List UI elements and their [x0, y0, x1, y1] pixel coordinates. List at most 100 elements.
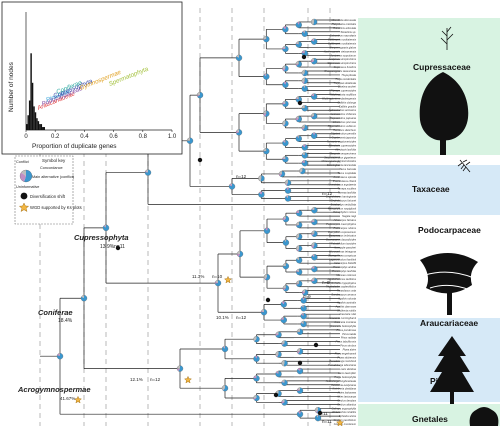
- pie-outline: [144, 169, 152, 176]
- node-pie: [263, 110, 270, 117]
- node-pie: [282, 285, 290, 292]
- pie-slice: [296, 245, 300, 251]
- node-pie: [301, 77, 308, 84]
- node-pie: [311, 38, 318, 45]
- node-pie: [263, 274, 271, 281]
- taxon-label: Microbiota decussata: [331, 18, 356, 22]
- cupressophyta-label: Cupressophyta: [74, 233, 129, 242]
- pie-slice: [296, 280, 300, 284]
- pie-slice: [298, 210, 300, 214]
- pie-outline: [102, 224, 110, 231]
- node-pie: [263, 35, 270, 43]
- pie-outline: [282, 239, 290, 246]
- pie-slice: [296, 233, 300, 239]
- pie-slice: [301, 50, 308, 57]
- taxon-label: Lagarostrobos franklinii: [329, 257, 356, 261]
- pie-slice: [298, 411, 301, 415]
- node-pie: [235, 129, 243, 136]
- node-pie: [311, 242, 318, 249]
- pie-slice: [296, 283, 300, 285]
- taxon-label: Keteleeria davidiana: [332, 387, 356, 391]
- pie-slice: [222, 385, 229, 392]
- pie-outline: [282, 285, 290, 292]
- pie-outline: [295, 233, 303, 240]
- family-cupressaceae: Cupressaceae: [413, 62, 471, 72]
- pie-slice: [282, 123, 286, 126]
- pie-slice: [296, 351, 300, 354]
- pie-slice: [303, 85, 305, 89]
- taxon-label: Callitris gracilis: [339, 104, 357, 108]
- pie-outline: [196, 91, 204, 99]
- pie-outline: [301, 124, 308, 132]
- pie-outline: [275, 351, 282, 358]
- node-pie: [301, 50, 308, 57]
- pie-slice: [281, 399, 288, 406]
- taxon-label: Pilgerodendron uviferum: [328, 124, 357, 128]
- node-pie: [263, 73, 270, 80]
- node-pie: [176, 365, 184, 372]
- pie-slice: [197, 95, 200, 97]
- pie-slice: [19, 172, 26, 182]
- pie-outline: [311, 218, 318, 226]
- histogram-bar: [33, 106, 35, 130]
- node-pie: [301, 289, 309, 296]
- pie-outline: [281, 399, 288, 406]
- node-pie: [300, 320, 307, 328]
- pie-outline: [263, 73, 270, 80]
- pie-slice: [295, 61, 299, 65]
- pie-outline: [296, 411, 304, 418]
- pie-slice: [283, 26, 287, 30]
- node-pie: [221, 385, 229, 392]
- histogram-bar: [30, 53, 32, 130]
- pie-slice: [296, 248, 300, 252]
- pie-outline: [258, 191, 265, 198]
- legend-conflict: Conflict: [16, 160, 30, 164]
- node-pie: [301, 30, 308, 37]
- node-pie: [301, 160, 308, 167]
- taxon-label: Larix decidua: [341, 367, 357, 371]
- node-pie: [275, 370, 282, 378]
- pie-slice: [313, 18, 318, 25]
- gnetales-shrub-icon: [469, 407, 499, 426]
- pie-outline: [282, 26, 289, 33]
- taxon-label: Pinus strobus: [340, 344, 356, 348]
- pie-slice: [296, 257, 300, 261]
- pie-slice: [258, 191, 265, 198]
- pie-slice: [282, 47, 286, 50]
- pie-slice: [145, 170, 148, 173]
- node-pie: [296, 387, 304, 394]
- node-pie: [275, 351, 282, 358]
- taxon-label: Thujopsis dolabrata: [333, 81, 356, 85]
- pie-slice: [264, 277, 267, 280]
- pie-slice: [312, 254, 315, 258]
- pie-slice: [59, 353, 60, 357]
- node-pie: [282, 45, 289, 53]
- diversification-dot: [301, 54, 307, 60]
- diversification-dot: [317, 410, 323, 416]
- pie-slice: [21, 170, 26, 176]
- pie-outline: [314, 414, 322, 422]
- node-pie: [281, 340, 288, 347]
- pie-slice: [311, 132, 318, 139]
- node-pie: [56, 353, 64, 360]
- node-pie: [311, 254, 318, 261]
- taxon-label: Juniperus sempervirens: [328, 57, 356, 61]
- taxon-label: Athrotaxis cupressoides: [327, 144, 356, 148]
- pie-slice: [282, 239, 289, 246]
- pie-slice: [282, 379, 285, 383]
- node-pie: [295, 135, 302, 142]
- node-pie: [260, 309, 268, 316]
- pie-slice: [282, 156, 286, 160]
- pie-slice: [197, 92, 203, 99]
- pie-slice: [296, 236, 300, 239]
- pie-slice: [311, 18, 315, 25]
- pie-slice: [297, 387, 300, 391]
- taxon-label: Afrocarpus falcatus: [333, 218, 357, 222]
- pie-slice: [296, 411, 303, 418]
- pie-slice: [261, 310, 264, 313]
- pie-slice: [295, 117, 299, 121]
- node-pie: [214, 279, 222, 287]
- pie-slice: [281, 340, 288, 347]
- taxon-label: Widdringtonia nodiflora: [329, 93, 356, 97]
- taxon-label: Podocarpus macrophyllus: [326, 222, 357, 226]
